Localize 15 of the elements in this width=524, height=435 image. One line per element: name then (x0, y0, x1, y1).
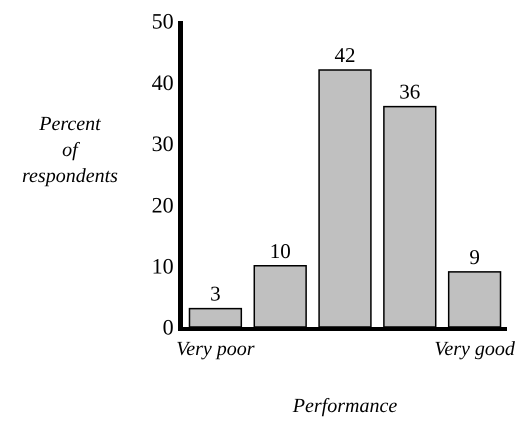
data-label: 9 (469, 244, 480, 269)
y-tick-label: 50 (152, 8, 174, 34)
y-tick-label: 40 (152, 70, 174, 95)
x-tick-label: Very poor (176, 338, 255, 360)
data-label: 10 (270, 238, 291, 263)
y-tick-label: 10 (152, 254, 174, 278)
y-axis-title: Percent of respondents (22, 113, 118, 187)
x-axis-title: Performance (292, 395, 398, 417)
y-tick-label: 30 (152, 131, 174, 156)
y-tick-label: 20 (152, 192, 174, 218)
data-label: 36 (399, 80, 420, 104)
data-label: 42 (334, 42, 356, 67)
y-tick-label: 0 (162, 314, 174, 340)
data-label: 3 (210, 282, 221, 306)
x-tick-label: Very good (434, 338, 516, 360)
